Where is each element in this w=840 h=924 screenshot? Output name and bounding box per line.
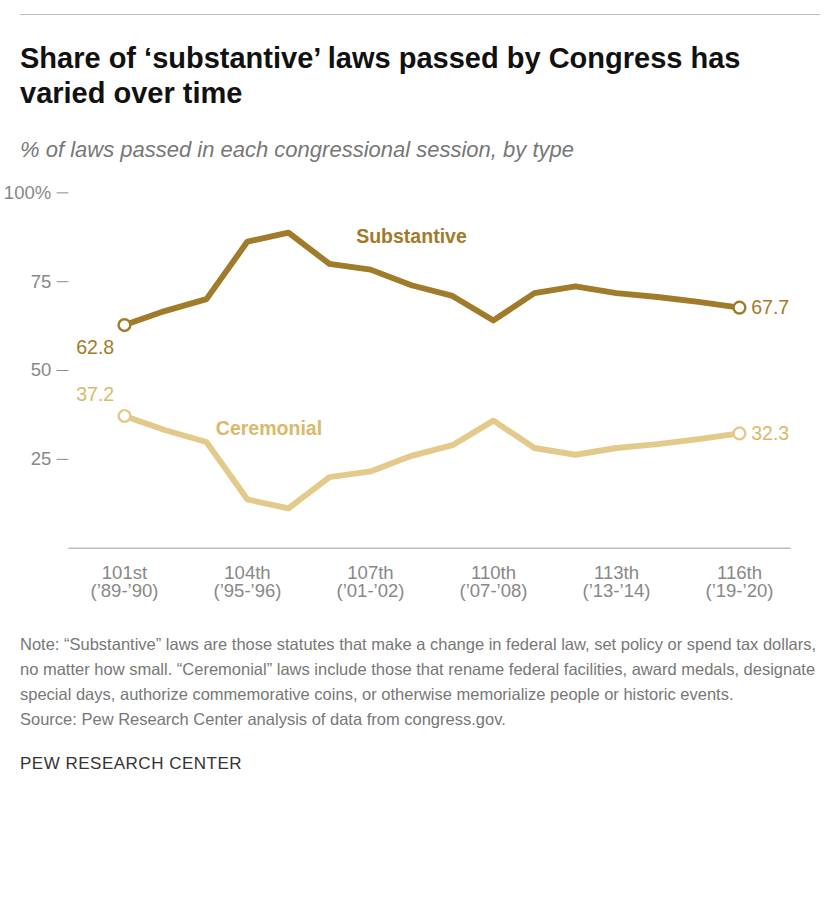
html-text:% of laws passed in each congr: % of laws passed in each congressional s… (20, 137, 574, 162)
svg-text:37.2: 37.2 (76, 383, 114, 405)
svg-text:101st(’89-’90): 101st(’89-’90) (90, 562, 158, 602)
html-text:PEW RESEARCH CENTER: PEW RESEARCH CENTER (20, 753, 242, 773)
svg-text:116th(’19-’20): 116th(’19-’20) (705, 562, 773, 602)
svg-text:62.8: 62.8 (76, 336, 114, 358)
svg-text:32.3: 32.3 (751, 422, 789, 444)
svg-text:107th(’01-’02): 107th(’01-’02) (336, 562, 404, 602)
svg-text:75: 75 (31, 271, 52, 292)
svg-text:25: 25 (31, 448, 52, 469)
svg-text:104th(’95-’96): 104th(’95-’96) (213, 562, 281, 602)
svg-text:Substantive: Substantive (356, 225, 467, 247)
svg-text:50: 50 (31, 359, 52, 380)
svg-text:113th(’13-’14): 113th(’13-’14) (582, 562, 650, 602)
html-text:Share of ‘substantive’ laws pa: Share of ‘substantive’ laws passed by Co… (20, 42, 741, 109)
svg-text:Ceremonial: Ceremonial (216, 417, 322, 439)
svg-text:67.7: 67.7 (751, 296, 789, 318)
html-text:Source: Pew Research Center an: Source: Pew Research Center analysis of … (20, 709, 506, 728)
html-text:Note: “Substantive” laws are t: Note: “Substantive” laws are those statu… (20, 634, 817, 703)
svg-text:110th(’07-’08): 110th(’07-’08) (459, 562, 527, 602)
svg-text:100%: 100% (4, 182, 51, 203)
